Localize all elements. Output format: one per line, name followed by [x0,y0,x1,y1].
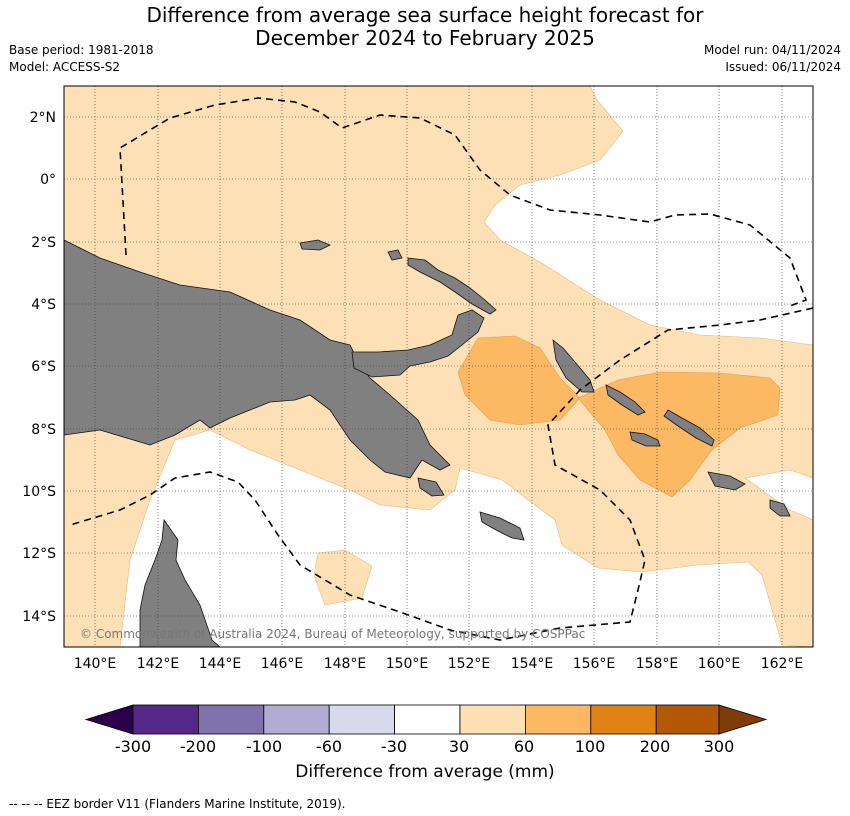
model-name: Model: ACCESS-S2 [9,60,121,74]
title-line-2: December 2024 to February 2025 [255,26,595,50]
lon-tick-label: 154°E [511,656,554,672]
land-makira [707,471,746,491]
colorbar-swatch [459,704,526,735]
map-area [64,86,813,647]
lon-tick-label: 160°E [698,656,741,672]
colorbar-swatch [328,704,396,735]
lat-tick-label: 14°S [22,609,56,625]
title-line-1: Difference from average sea surface heig… [146,3,704,27]
colorbar-tick-label: -300 [115,737,151,756]
colorbar-swatch [590,704,657,735]
eez-border-solomons [69,307,813,641]
colorbar-swatch [655,704,720,735]
land-rennell [769,499,791,517]
lat-tick-labels: 2°N 0° 2°S 4°S 6°S 8°S 10°S 12°S 14°S [22,110,56,625]
lon-tick-labels: 140°E 142°E 144°E 146°E 148°E 150°E 152°… [74,656,804,672]
colorbar-swatch [132,704,199,735]
colorbar-tick-label: 100 [575,737,606,756]
land-dentrecasteaux [417,477,445,497]
colorbar-extend-low [84,704,134,735]
colorbar-tick-label: 200 [640,737,671,756]
lon-tick-label: 156°E [573,656,616,672]
lat-tick-label: 8°S [31,422,56,438]
map-frame [63,85,814,648]
lon-tick-label: 162°E [761,656,804,672]
lat-tick-label: 10°S [22,484,56,500]
meta-left: Base period: 1981-2018 Model: ACCESS-S2 [9,42,154,76]
anomaly-region-60-100-west [457,335,581,426]
issued-date: Issued: 06/11/2024 [725,60,841,74]
colorbar-label: Difference from average (mm) [295,762,555,782]
lat-tick-label: 4°S [31,297,56,313]
colorbar: -300 -200 -100 -60 -30 30 60 100 200 300 [84,704,768,756]
land-new-guinea [64,239,451,479]
model-run: Model run: 04/11/2024 [703,43,841,57]
colorbar-swatch [525,704,592,735]
colorbar-swatch [394,704,461,735]
colorbar-tick-label: 60 [514,737,534,756]
lat-tick-label: 6°S [31,359,56,375]
eez-border-png [119,97,808,307]
lon-tick-label: 144°E [199,656,242,672]
land-australia [139,518,221,647]
colorbar-extend-high [718,704,768,735]
colorbar-tick-label: -100 [246,737,282,756]
lat-tick-label: 12°S [22,546,56,562]
lon-tick-label: 146°E [261,656,304,672]
colorbar-tick-label: -60 [316,737,342,756]
grid-lines [64,86,813,647]
land-new-britain [351,309,485,378]
land-louisiade [479,511,525,541]
land-solomons-guadalcanal [629,431,661,447]
colorbar-tick-label: 300 [704,737,735,756]
colorbar-tick-label: -200 [180,737,216,756]
base-period: Base period: 1981-2018 [9,43,154,57]
lat-tick-label: 0° [40,172,56,188]
land-new-hanover [387,249,403,261]
land-new-ireland [407,257,497,315]
colorbar-tick-label: 30 [449,737,469,756]
lat-tick-label: 2°N [30,110,56,126]
eez-legend-note: -- -- -- EEZ border V11 (Flanders Marine… [9,797,346,811]
colorbar-swatch [197,704,265,735]
colorbar-tick-label: -30 [381,737,407,756]
anomaly-region-30-60-small [313,549,373,606]
lon-tick-label: 142°E [137,656,180,672]
land-solomons-choiseul [605,384,646,416]
colorbar-swatch [263,704,330,735]
lat-tick-label: 2°S [31,235,56,251]
lon-tick-label: 152°E [448,656,491,672]
land-manus [299,239,331,251]
lon-tick-label: 158°E [636,656,679,672]
map-credit: © Commonwealth of Australia 2024, Bureau… [80,627,585,641]
lon-tick-label: 140°E [74,656,117,672]
lon-tick-label: 150°E [386,656,429,672]
meta-right: Model run: 04/11/2024 Issued: 06/11/2024 [704,42,841,76]
colorbar-tick-labels: -300 -200 -100 -60 -30 30 60 100 200 300 [115,737,734,756]
land-solomons-malaita [663,409,715,447]
chart-title: Difference from average sea surface heig… [0,4,850,50]
anomaly-region-30-60 [64,86,813,647]
lon-tick-label: 148°E [324,656,367,672]
